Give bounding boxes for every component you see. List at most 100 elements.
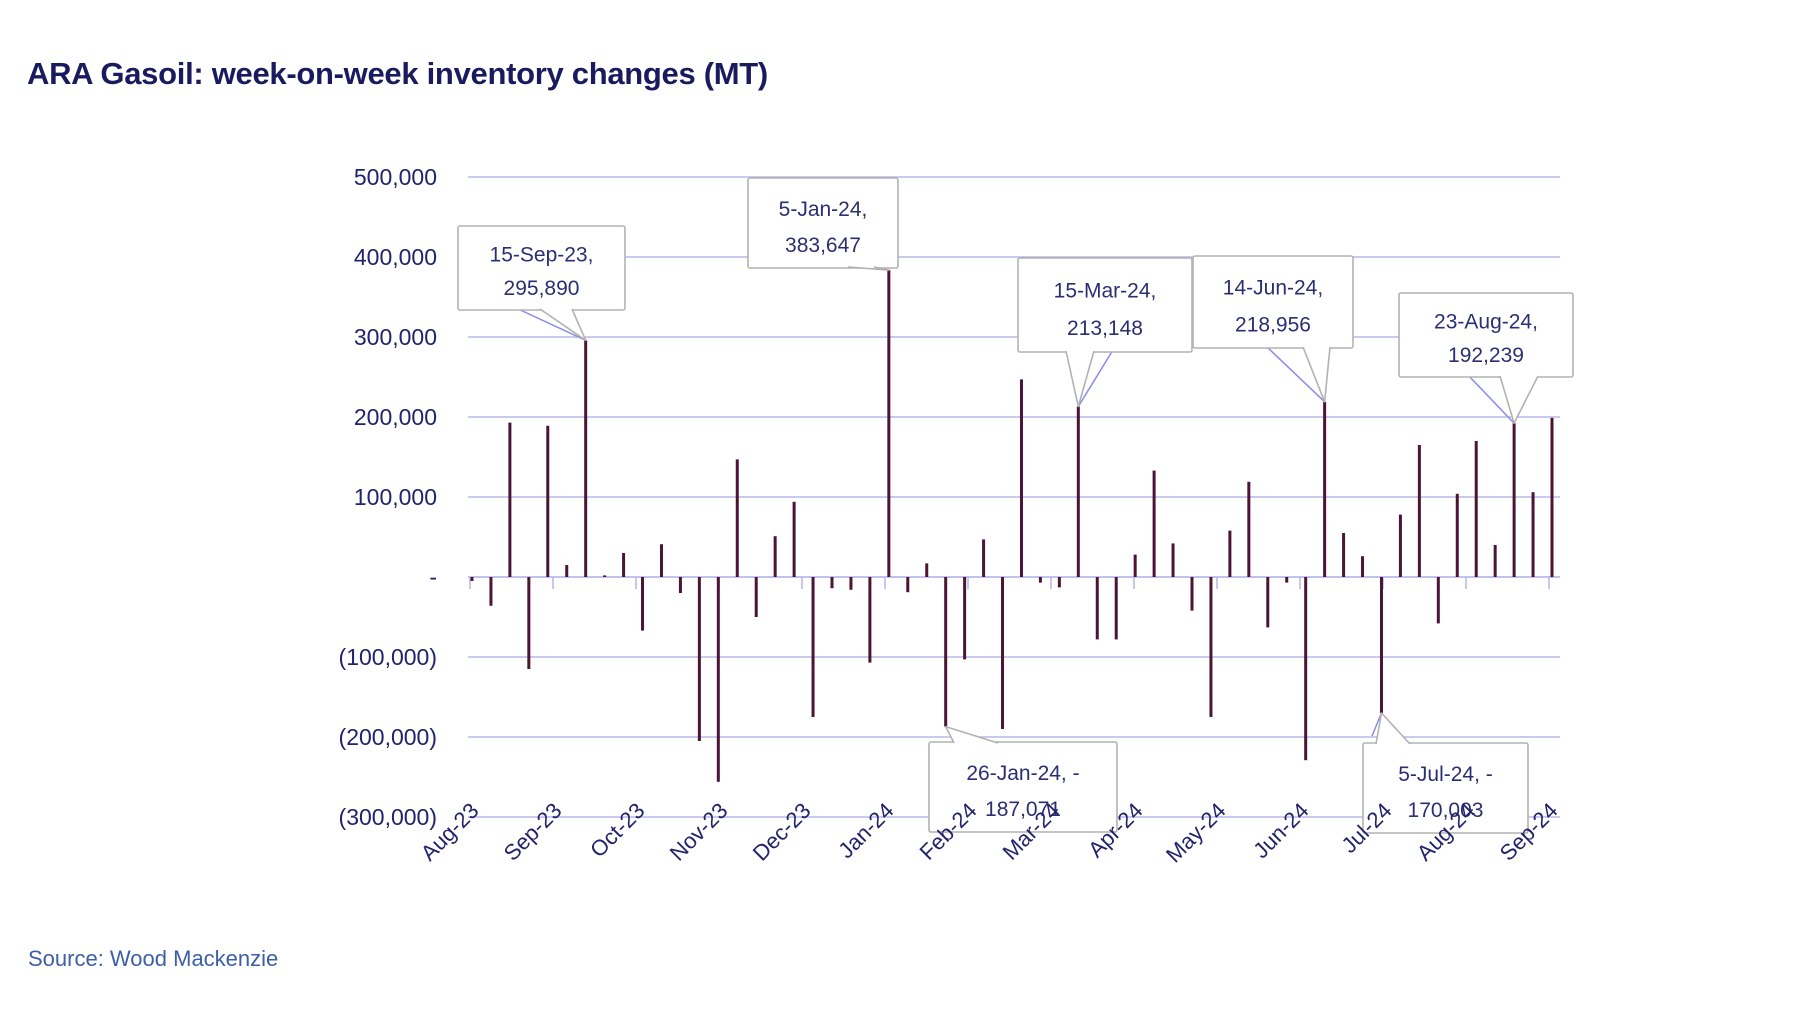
y-axis-label: (200,000) <box>339 724 437 750</box>
bar <box>1342 533 1346 577</box>
y-axis-label: 200,000 <box>354 404 437 430</box>
annotation-callout: 15-Sep-23, 295,890 <box>457 225 626 342</box>
bar <box>641 577 645 631</box>
callouts: 15-Sep-23, 295,890 5-Jan-24, 383,647 15-Mar-… <box>457 177 1574 834</box>
callout-box <box>1362 742 1529 834</box>
bar <box>1001 577 1005 729</box>
bar <box>1550 417 1554 577</box>
bar <box>1474 441 1478 577</box>
bar <box>1361 556 1365 577</box>
bar <box>1190 577 1194 611</box>
bars <box>470 270 1554 782</box>
x-axis-label: Sep-23 <box>499 798 567 866</box>
callout-text: 192,239 <box>1448 344 1524 367</box>
callout-text: 170,003 <box>1408 799 1484 822</box>
bar <box>830 577 834 589</box>
callout-pointer <box>1499 375 1539 425</box>
bar <box>546 425 550 577</box>
y-axis-label: 500,000 <box>354 164 437 190</box>
callout-text: 23-Aug-24, <box>1434 310 1538 333</box>
bar <box>811 577 815 717</box>
bar <box>1228 530 1232 577</box>
annotation-callout: 15-Mar-24, 213,148 <box>1017 257 1193 408</box>
bar <box>1171 543 1175 577</box>
callout-box <box>1398 292 1574 378</box>
bar <box>1076 406 1080 577</box>
callout-text: 295,890 <box>504 277 580 300</box>
x-axis-label: Oct-23 <box>585 798 649 862</box>
callout-text: 15-Sep-23, <box>490 243 594 266</box>
bar <box>508 422 512 577</box>
leader-line <box>515 307 586 341</box>
bar <box>773 536 777 577</box>
y-axis-label: 300,000 <box>354 324 437 350</box>
y-axis-labels: 500,000 400,000 300,000 200,000 100,000 - (100… <box>339 164 437 830</box>
bar <box>1285 577 1289 583</box>
callout-box <box>928 741 1118 833</box>
bar <box>678 577 682 593</box>
bar <box>944 577 948 727</box>
callout-text: 26-Jan-24, - <box>966 762 1079 785</box>
leader-line <box>1467 374 1515 424</box>
bar <box>716 577 720 782</box>
annotation-callout: 26-Jan-24, - 187,071 <box>928 725 1118 833</box>
bar <box>1038 577 1042 583</box>
leader-line <box>1077 349 1114 407</box>
bar <box>1512 423 1516 577</box>
bar <box>887 270 891 577</box>
bar <box>925 563 929 577</box>
bar <box>1379 577 1383 714</box>
bar <box>622 553 626 577</box>
leader-line <box>1265 345 1326 403</box>
gridlines <box>468 176 1560 818</box>
bar <box>603 575 607 577</box>
y-axis-label: 100,000 <box>354 484 437 510</box>
callout-text: 5-Jul-24, - <box>1398 763 1493 786</box>
leader-line <box>1371 712 1383 737</box>
x-axis-label: Nov-23 <box>665 798 733 866</box>
annotation-callout: 5-Jul-24, - 170,003 <box>1362 712 1529 834</box>
source-attribution: Source: Wood Mackenzie <box>28 946 279 971</box>
x-axis-label: Dec-23 <box>748 798 816 866</box>
callout-box <box>1017 257 1193 353</box>
bar <box>584 340 588 577</box>
callout-pointer <box>944 725 999 744</box>
callout-pointer <box>539 308 587 342</box>
bar <box>1057 577 1061 588</box>
bar <box>1152 470 1156 577</box>
callout-box <box>1192 255 1354 349</box>
leader-lines <box>515 263 1515 737</box>
callout-text: 383,647 <box>785 234 861 257</box>
callout-pointer <box>1375 712 1411 745</box>
bar <box>470 577 474 581</box>
bar <box>906 577 910 593</box>
callout-text: 187,071 <box>985 798 1061 821</box>
x-axis <box>468 576 1560 589</box>
callout-text: 15-Mar-24, <box>1054 279 1157 302</box>
callout-text: 14-Jun-24, <box>1223 277 1323 300</box>
bar <box>1095 577 1099 640</box>
bar <box>659 544 663 577</box>
callout-box <box>747 177 899 269</box>
callout-pointer <box>1302 346 1331 403</box>
y-axis-label: (300,000) <box>339 804 437 830</box>
annotation-callout: 23-Aug-24, 192,239 <box>1398 292 1574 425</box>
bar <box>1493 545 1497 577</box>
bar <box>982 539 986 577</box>
y-axis-label: (100,000) <box>339 644 437 670</box>
bar <box>1531 492 1535 577</box>
bar <box>735 459 739 577</box>
bar <box>1209 577 1213 717</box>
bar <box>1304 577 1308 761</box>
chart-title: ARA Gasoil: week-on-week inventory chang… <box>27 56 768 91</box>
x-axis-label: Jan-24 <box>833 798 898 863</box>
bar <box>868 577 872 663</box>
bar <box>1436 577 1440 624</box>
bar <box>489 577 493 606</box>
y-axis-label: - <box>429 564 437 590</box>
bar <box>849 577 853 590</box>
bar <box>963 577 967 660</box>
bar <box>1247 481 1251 577</box>
bar <box>1417 445 1421 577</box>
